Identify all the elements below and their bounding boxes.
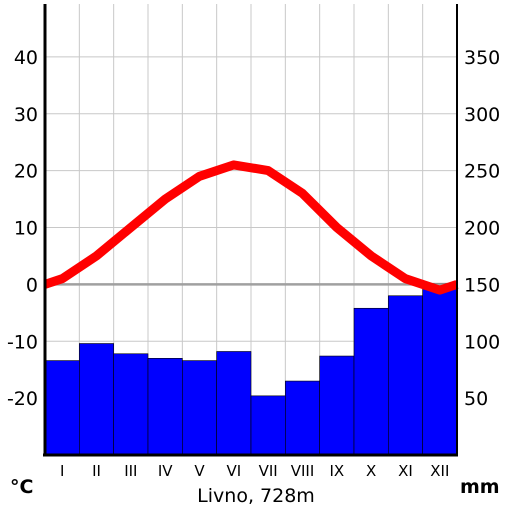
axes <box>43 4 458 457</box>
left-tick-label: 30 <box>14 104 38 126</box>
precip-bar <box>388 295 423 456</box>
precip-bar <box>113 353 149 456</box>
left-tick-label: 20 <box>14 161 38 183</box>
left-tick-label: -20 <box>7 388 38 410</box>
left-tick-label: -10 <box>7 331 38 353</box>
precip-bar <box>285 380 320 456</box>
month-label: XII <box>430 462 449 480</box>
left-tick-label: 10 <box>14 218 38 240</box>
left-axis-unit: °C <box>10 476 33 498</box>
left-tick-label: 0 <box>26 274 38 296</box>
month-label: VIII <box>291 462 315 480</box>
month-label: III <box>124 462 137 480</box>
left-tick-label: 40 <box>14 47 38 69</box>
month-label: X <box>366 462 376 480</box>
month-label: IV <box>158 462 173 480</box>
month-label: VII <box>259 462 278 480</box>
precip-bar <box>319 355 355 456</box>
right-tick-label: 100 <box>464 331 500 353</box>
right-tick-label: 50 <box>464 388 488 410</box>
right-axis-unit: mm <box>460 476 500 498</box>
left-axis-ticks: 40 30 20 10 0 -10 -20 <box>7 47 38 410</box>
right-axis-ticks: 350 300 250 200 150 100 50 <box>464 47 500 410</box>
precip-bar <box>44 360 80 456</box>
right-tick-label: 250 <box>464 161 500 183</box>
month-label: VI <box>226 462 241 480</box>
precip-bar <box>182 360 217 456</box>
right-tick-label: 300 <box>464 104 500 126</box>
right-tick-label: 350 <box>464 47 500 69</box>
precip-bar <box>422 282 458 456</box>
temperature-line <box>43 160 459 295</box>
month-label: XI <box>398 462 413 480</box>
precip-bar <box>216 351 252 456</box>
precip-bar <box>147 358 183 456</box>
precip-bar <box>353 307 389 456</box>
precip-bar <box>79 343 114 456</box>
month-label: I <box>60 462 64 480</box>
chart-title: Livno, 728m <box>197 485 315 507</box>
precip-bar <box>250 395 286 456</box>
right-tick-label: 150 <box>464 274 500 296</box>
month-label: II <box>92 462 101 480</box>
month-label: V <box>194 462 205 480</box>
month-labels: I II III IV V VI VII VIII IX X XI XII <box>60 462 449 480</box>
month-label: IX <box>329 462 344 480</box>
right-tick-label: 200 <box>464 218 500 240</box>
precipitation-bars <box>44 282 458 456</box>
